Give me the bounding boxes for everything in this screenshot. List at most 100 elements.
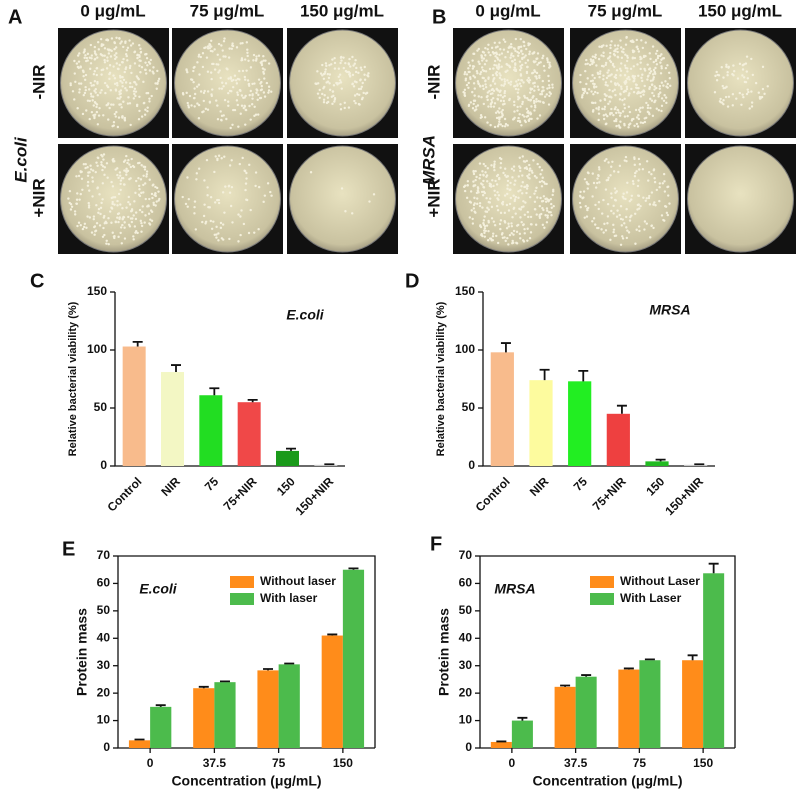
colony [95,110,99,114]
colony [103,58,106,62]
colony [231,221,234,224]
colony [121,115,124,118]
colony [84,73,88,77]
colony [642,55,646,59]
colony [637,114,640,117]
colony [119,42,122,45]
bar [618,669,640,748]
colony [121,223,124,227]
colony [612,228,616,231]
colony [630,87,633,91]
colony [125,167,128,171]
colony [114,115,117,118]
colony [501,108,504,112]
colony [517,46,520,49]
colony [321,74,324,77]
colony [725,65,728,68]
colony [489,103,493,106]
colony [117,116,121,119]
colony [116,199,119,203]
colony [533,85,536,88]
colony [201,220,204,224]
colony [348,57,351,61]
colony [540,185,544,188]
colony [496,125,500,128]
colony [464,79,467,82]
colony [486,167,490,170]
colony [337,75,340,78]
colony [230,159,233,162]
colony [469,101,473,104]
colony [262,91,266,94]
colony [244,123,247,126]
colony [652,68,656,72]
error-bar [286,447,296,451]
colony [478,62,481,66]
colony [96,164,99,167]
colony [625,87,629,91]
colony [664,80,667,83]
colony [598,181,601,184]
bar [684,464,708,466]
colony [514,63,517,67]
colony [510,167,514,171]
colony [91,169,95,172]
colony [363,78,367,81]
colony [476,191,480,194]
colony [257,93,260,97]
colony [124,53,128,56]
colony [78,91,81,94]
colony [491,179,494,182]
colony [493,189,496,192]
colony [617,124,621,127]
colony [215,225,218,229]
colony [322,101,326,104]
error-bar [517,716,528,721]
colony [482,219,486,222]
colony [146,109,149,113]
colony [482,174,485,177]
colony [745,92,749,96]
colony [658,199,661,203]
colony [241,41,244,45]
colony [643,69,647,72]
legend-label: With Laser [620,591,682,605]
colony [353,94,357,97]
colony [116,125,120,129]
colony [469,201,473,204]
colony [485,59,488,62]
colony [466,180,470,183]
error-bar [327,633,338,636]
colony [211,88,214,91]
colony [632,90,636,94]
colony [610,40,613,43]
colony [123,221,126,224]
colony [482,162,485,166]
colony [261,67,265,70]
colony [132,235,135,238]
colony [631,39,634,42]
colony [118,90,121,93]
colony [129,44,133,47]
colony [519,65,522,68]
colony [121,218,124,221]
colony [87,206,91,209]
colony [506,236,509,240]
colony [594,186,598,189]
colony [495,51,498,54]
colony [646,104,650,107]
colony [480,233,483,237]
error-bar [655,458,666,462]
colony [231,85,235,89]
colony [115,62,118,65]
colony [513,103,516,107]
colony [78,198,81,201]
colony [197,83,201,86]
colony [113,195,117,199]
colony [535,186,538,189]
colony [87,201,90,205]
colony [536,196,539,199]
colony [621,98,624,102]
colony [496,241,500,245]
y-tick-label: 0 [100,458,107,472]
